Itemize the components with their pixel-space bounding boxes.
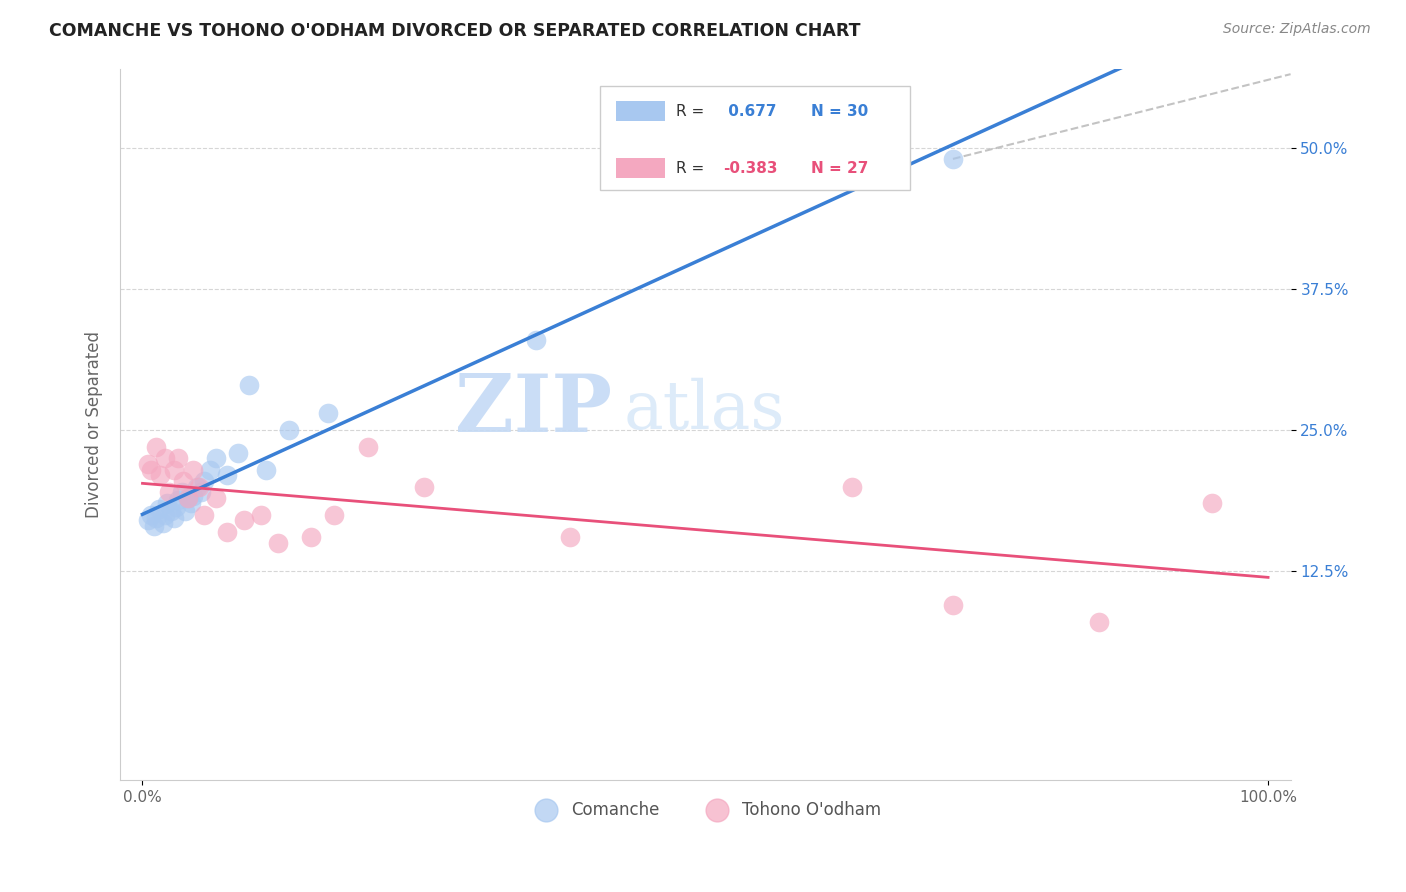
Point	[316, 406, 339, 420]
Point	[186, 479, 208, 493]
Point	[356, 440, 378, 454]
Point	[156, 496, 179, 510]
Point	[180, 496, 202, 510]
Point	[1088, 615, 1111, 629]
Text: N = 30: N = 30	[811, 103, 868, 119]
Point	[215, 524, 238, 539]
Point	[560, 530, 582, 544]
Text: R =: R =	[676, 103, 709, 119]
Point	[193, 508, 215, 522]
Point	[170, 485, 193, 500]
Point	[148, 502, 170, 516]
Point	[159, 504, 181, 518]
Text: atlas: atlas	[623, 377, 785, 442]
Point	[412, 479, 434, 493]
Text: R =: R =	[676, 161, 709, 176]
Point	[136, 457, 159, 471]
Point	[136, 513, 159, 527]
Point	[174, 504, 197, 518]
Point	[193, 474, 215, 488]
Point	[176, 491, 198, 505]
Point	[232, 513, 254, 527]
Point	[163, 462, 186, 476]
Point	[204, 451, 226, 466]
Point	[153, 508, 176, 522]
Point	[141, 508, 163, 522]
Point	[152, 516, 174, 530]
Text: N = 27: N = 27	[811, 161, 868, 176]
Point	[204, 491, 226, 505]
Point	[159, 485, 181, 500]
Text: ZIP: ZIP	[454, 371, 612, 450]
Point	[1201, 496, 1223, 510]
Point	[176, 491, 198, 505]
Point	[172, 474, 194, 488]
Text: -0.383: -0.383	[723, 161, 778, 176]
FancyBboxPatch shape	[600, 87, 910, 189]
Point	[153, 451, 176, 466]
Point	[942, 152, 965, 166]
Point	[254, 462, 277, 476]
Point	[163, 511, 186, 525]
Legend: Comanche, Tohono O'odham: Comanche, Tohono O'odham	[523, 794, 889, 825]
Point	[249, 508, 271, 522]
Point	[942, 598, 965, 612]
Point	[266, 536, 288, 550]
Point	[167, 451, 190, 466]
Text: COMANCHE VS TOHONO O'ODHAM DIVORCED OR SEPARATED CORRELATION CHART: COMANCHE VS TOHONO O'ODHAM DIVORCED OR S…	[49, 22, 860, 40]
Point	[322, 508, 344, 522]
Point	[226, 445, 249, 459]
Point	[149, 468, 172, 483]
Point	[181, 489, 204, 503]
Point	[277, 423, 299, 437]
FancyBboxPatch shape	[616, 158, 665, 178]
Point	[167, 493, 190, 508]
Point	[238, 377, 260, 392]
Point	[190, 485, 212, 500]
Point	[526, 333, 548, 347]
Y-axis label: Divorced or Separated: Divorced or Separated	[86, 331, 103, 518]
Point	[187, 479, 209, 493]
Point	[141, 462, 163, 476]
FancyBboxPatch shape	[616, 102, 665, 121]
Point	[145, 440, 167, 454]
Point	[299, 530, 322, 544]
Point	[142, 519, 165, 533]
Point	[181, 462, 204, 476]
Point	[198, 462, 221, 476]
Text: 0.677: 0.677	[723, 103, 776, 119]
Point	[841, 479, 863, 493]
Point	[215, 468, 238, 483]
Text: Source: ZipAtlas.com: Source: ZipAtlas.com	[1223, 22, 1371, 37]
Point	[145, 511, 167, 525]
Point	[165, 500, 187, 514]
